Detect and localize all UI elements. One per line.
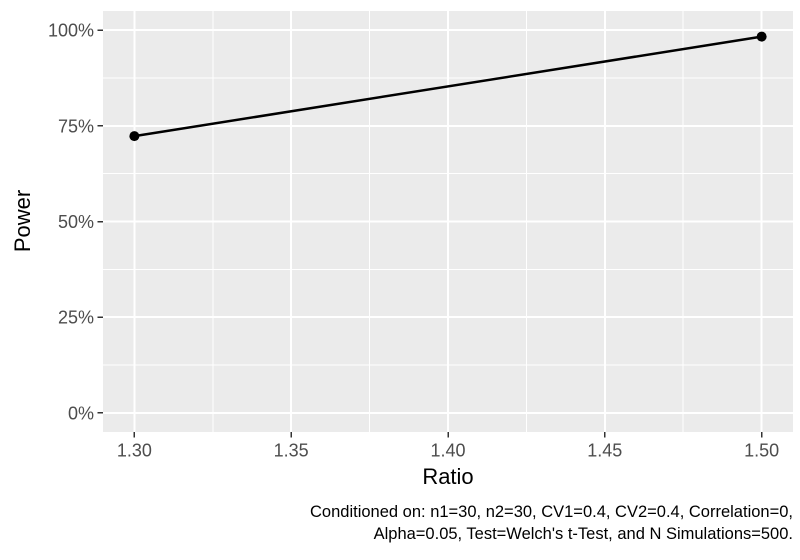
power-line (133, 35, 763, 138)
chart-canvas: 1.30 1.35 1.40 1.45 1.50 0% 25% 50% 75% 100% Rat… (10, 11, 793, 489)
data-point (129, 131, 140, 142)
x-tick-label: 1.50 (744, 441, 779, 461)
caption-line-1: Conditioned on: n1=30, n2=30, CV1=0.4, C… (310, 503, 793, 521)
y-tick-label: 75% (58, 116, 94, 136)
caption-line-2: Alpha=0.05, Test=Welch's t-Test, and N S… (373, 525, 793, 543)
x-tick-label: 1.45 (587, 441, 622, 461)
x-tick-label: 1.35 (274, 441, 309, 461)
x-tick-label: 1.30 (117, 441, 152, 461)
conditioning-caption: Conditioned on: n1=30, n2=30, CV1=0.4, C… (310, 501, 793, 545)
y-tick-label: 25% (58, 308, 94, 328)
y-tick-label: 100% (48, 21, 94, 41)
x-tick-label: 1.40 (430, 441, 465, 461)
y-tick-label: 50% (58, 212, 94, 232)
data-point (756, 31, 767, 42)
axis-tick-marks (97, 29, 763, 438)
x-axis-tick-labels: 1.30 1.35 1.40 1.45 1.50 (117, 441, 779, 461)
major-gridlines (103, 11, 793, 432)
y-axis-tick-labels: 0% 25% 50% 75% 100% (48, 21, 94, 424)
x-axis-title: Ratio (422, 464, 473, 489)
y-axis-title: Power (10, 190, 35, 252)
y-tick-label: 0% (68, 403, 94, 423)
data-series-layer (129, 31, 767, 142)
